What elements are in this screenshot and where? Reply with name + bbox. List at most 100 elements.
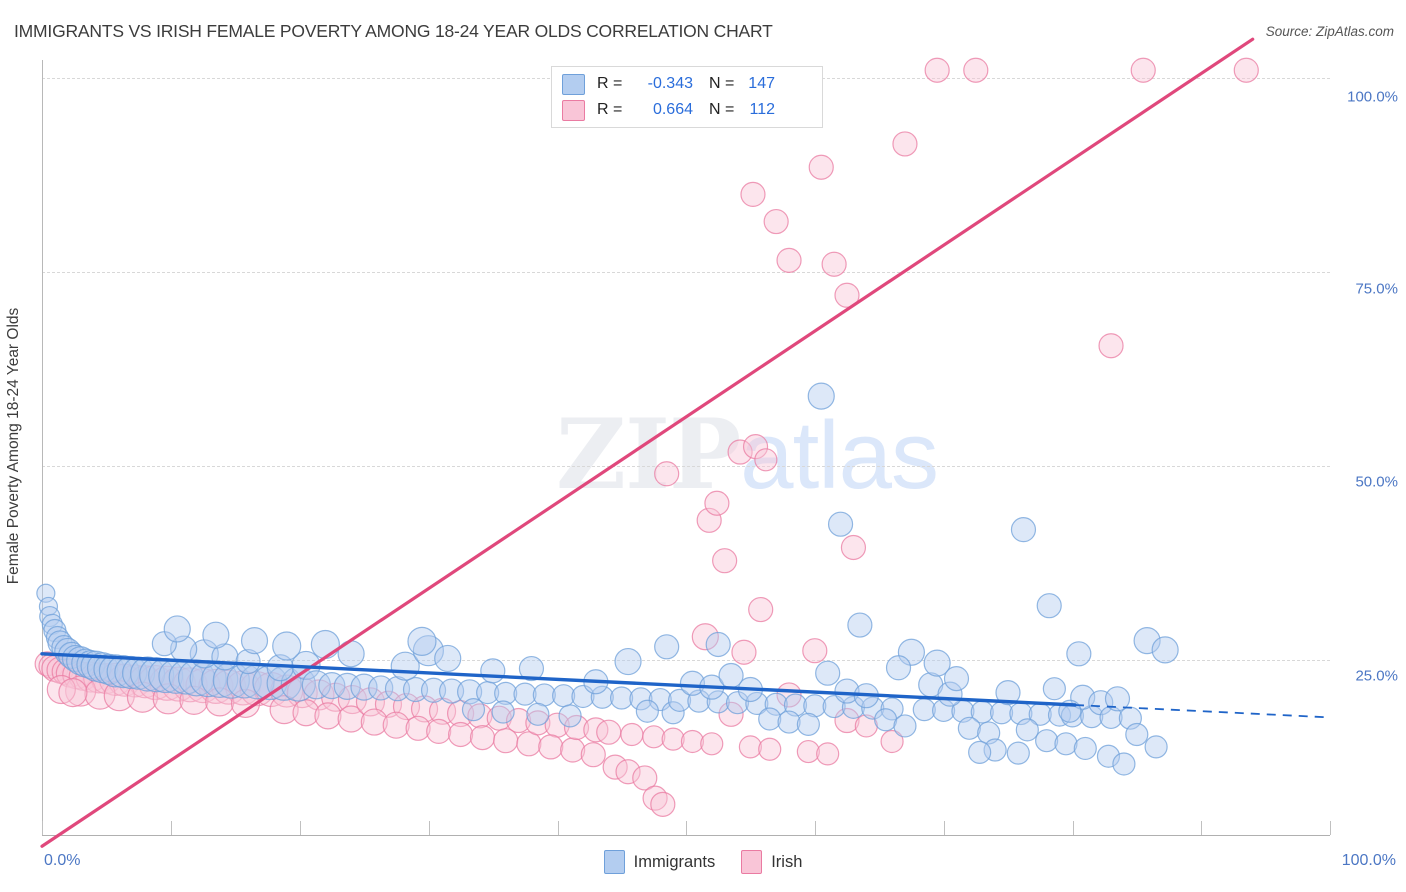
data-point-irish[interactable]: [583, 717, 609, 743]
data-point-immigrants[interactable]: [590, 685, 614, 709]
data-point-irish[interactable]: [1098, 333, 1124, 359]
data-point-immigrants[interactable]: [661, 701, 685, 725]
data-point-immigrants[interactable]: [1042, 677, 1066, 701]
data-point-immigrants[interactable]: [783, 693, 808, 717]
data-point-immigrants[interactable]: [1151, 636, 1179, 664]
data-point-immigrants[interactable]: [491, 700, 515, 724]
data-point-irish[interactable]: [776, 247, 802, 273]
data-point-irish[interactable]: [704, 490, 730, 516]
data-point-immigrants[interactable]: [893, 714, 917, 738]
data-point-immigrants[interactable]: [1035, 729, 1059, 753]
data-point-immigrants[interactable]: [609, 686, 634, 710]
data-point-irish[interactable]: [1233, 57, 1259, 83]
data-point-immigrants[interactable]: [861, 696, 885, 720]
data-point-immigrants[interactable]: [532, 683, 556, 707]
data-point-immigrants[interactable]: [758, 707, 782, 731]
data-point-irish[interactable]: [469, 724, 496, 751]
data-point-immigrants[interactable]: [667, 688, 692, 712]
data-point-immigrants[interactable]: [139, 657, 175, 693]
data-point-irish[interactable]: [426, 718, 452, 744]
data-point-immigrants[interactable]: [885, 655, 912, 681]
series-legend-item-immigrants[interactable]: Immigrants: [603, 850, 715, 874]
data-point-irish[interactable]: [538, 734, 564, 760]
data-point-irish[interactable]: [516, 731, 542, 757]
data-point-immigrants[interactable]: [912, 698, 936, 722]
data-point-irish[interactable]: [467, 703, 493, 729]
data-point-irish[interactable]: [448, 721, 474, 748]
data-point-irish[interactable]: [816, 742, 840, 766]
data-point-irish[interactable]: [696, 507, 722, 533]
data-point-immigrants[interactable]: [1036, 593, 1062, 619]
data-point-irish[interactable]: [712, 548, 738, 574]
data-point-irish[interactable]: [754, 448, 778, 472]
data-point-immigrants[interactable]: [1144, 735, 1168, 759]
data-point-immigrants[interactable]: [706, 690, 730, 714]
data-point-irish[interactable]: [924, 57, 950, 83]
data-point-immigrants[interactable]: [1096, 744, 1121, 768]
data-point-irish[interactable]: [493, 728, 519, 754]
data-point-irish[interactable]: [963, 57, 989, 83]
data-point-immigrants[interactable]: [235, 648, 261, 675]
data-point-irish[interactable]: [1130, 57, 1156, 83]
data-point-irish[interactable]: [691, 623, 719, 651]
data-point-immigrants[interactable]: [61, 644, 90, 673]
data-point-immigrants[interactable]: [310, 629, 340, 660]
data-point-irish[interactable]: [563, 714, 590, 741]
data-point-irish[interactable]: [654, 461, 680, 487]
data-point-immigrants[interactable]: [240, 626, 269, 655]
data-point-irish[interactable]: [615, 759, 641, 785]
data-point-irish[interactable]: [58, 677, 88, 708]
data-point-immigrants[interactable]: [434, 644, 462, 673]
data-point-irish[interactable]: [727, 439, 753, 465]
data-point-irish[interactable]: [731, 639, 757, 665]
data-point-immigrants[interactable]: [518, 655, 545, 682]
data-point-irish[interactable]: [892, 131, 918, 157]
data-point-immigrants[interactable]: [847, 612, 873, 638]
data-point-irish[interactable]: [505, 707, 532, 734]
data-point-irish[interactable]: [700, 732, 724, 756]
data-point-irish[interactable]: [596, 719, 622, 745]
data-point-immigrants[interactable]: [301, 670, 331, 700]
data-point-immigrants[interactable]: [1112, 752, 1136, 776]
data-point-irish[interactable]: [650, 791, 676, 817]
data-point-immigrants[interactable]: [420, 677, 447, 703]
data-point-immigrants[interactable]: [318, 672, 346, 700]
data-point-immigrants[interactable]: [834, 678, 860, 704]
data-point-irish[interactable]: [46, 674, 76, 705]
data-point-irish[interactable]: [854, 714, 878, 738]
data-point-immigrants[interactable]: [725, 691, 750, 715]
data-point-immigrants[interactable]: [897, 638, 926, 666]
data-point-irish[interactable]: [758, 737, 782, 761]
data-point-immigrants[interactable]: [803, 694, 827, 718]
data-point-immigrants[interactable]: [943, 666, 970, 692]
data-point-immigrants[interactable]: [461, 698, 486, 722]
data-point-irish[interactable]: [632, 765, 658, 791]
data-point-immigrants[interactable]: [654, 634, 680, 660]
data-point-immigrants[interactable]: [705, 631, 731, 658]
data-point-irish[interactable]: [620, 722, 644, 747]
data-point-immigrants[interactable]: [1015, 718, 1039, 742]
data-point-immigrants[interactable]: [957, 716, 981, 740]
data-point-irish[interactable]: [602, 754, 628, 780]
data-point-irish[interactable]: [337, 705, 365, 733]
data-point-immigrants[interactable]: [407, 626, 437, 656]
data-point-immigrants[interactable]: [1066, 641, 1092, 667]
data-point-irish[interactable]: [740, 181, 766, 207]
data-point-immigrants[interactable]: [874, 708, 898, 732]
data-point-immigrants[interactable]: [1006, 741, 1030, 765]
data-point-immigrants[interactable]: [39, 605, 61, 628]
data-point-immigrants[interactable]: [1125, 722, 1149, 747]
data-point-irish[interactable]: [680, 729, 705, 754]
data-point-irish[interactable]: [405, 715, 431, 741]
data-point-immigrants[interactable]: [745, 691, 769, 716]
data-point-irish[interactable]: [205, 687, 235, 717]
data-point-irish[interactable]: [374, 690, 403, 718]
data-point-irish[interactable]: [808, 154, 834, 180]
data-point-immigrants[interactable]: [1010, 517, 1037, 543]
data-point-irish[interactable]: [525, 710, 551, 736]
data-point-immigrants[interactable]: [163, 615, 191, 643]
data-point-immigrants[interactable]: [968, 740, 992, 764]
data-point-irish[interactable]: [560, 737, 586, 763]
data-point-immigrants[interactable]: [807, 382, 835, 410]
data-point-immigrants[interactable]: [995, 679, 1021, 706]
